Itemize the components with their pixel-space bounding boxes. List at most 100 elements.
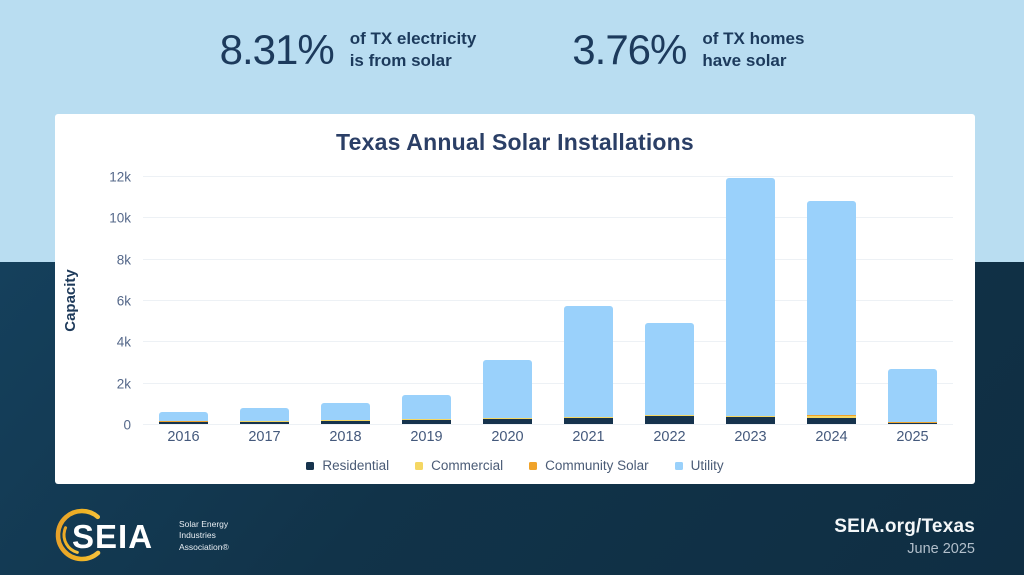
- bar-slot-2018: [305, 176, 386, 424]
- segment-2016-residential: [159, 421, 208, 424]
- segment-2024-utility: [807, 200, 856, 416]
- bar-2019: [402, 395, 451, 424]
- y-tick-6k: 6k: [116, 293, 131, 309]
- seia-logo-mark: SEIA: [55, 506, 171, 566]
- stat-electricity-label: of TX electricity is from solar: [349, 28, 477, 70]
- seia-logo-arc-icon: [55, 508, 109, 562]
- x-axis-labels: 2016 2017 2018 2019 2020 2021 2022 2023 2024 2025: [143, 429, 953, 445]
- y-tick-0: 0: [123, 417, 131, 433]
- bar-2022: [645, 322, 694, 424]
- y-tick-4k: 4k: [116, 334, 131, 350]
- segment-2021-residential: [564, 418, 613, 424]
- chart-title: Texas Annual Solar Installations: [336, 129, 694, 155]
- x-tick-2019: 2019: [410, 429, 443, 445]
- x-tick-2023: 2023: [734, 429, 767, 445]
- footer-site-link[interactable]: SEIA.org/Texas: [834, 515, 975, 537]
- bar-slot-2025: [872, 176, 953, 424]
- segment-2020-residential: [483, 418, 532, 424]
- segment-2020-commercial: [483, 418, 532, 419]
- legend-swatch-icon: [415, 461, 424, 470]
- bar-slot-2020: [467, 176, 548, 424]
- chart-card: Texas Annual Solar Installations Capacit…: [55, 114, 975, 484]
- segment-2021-utility: [564, 306, 613, 418]
- segment-2025-residential: [888, 422, 937, 424]
- gridline-12k: 12k: [109, 170, 953, 185]
- legend-swatch-icon: [306, 461, 315, 470]
- y-axis-label: Capacity: [61, 268, 79, 332]
- x-tick-2017: 2017: [248, 429, 281, 445]
- seia-logo-subtext: Solar Energy Industries Association®: [179, 519, 229, 552]
- footer: SEIA Solar Energy Industries Association…: [55, 505, 975, 567]
- footer-right: SEIA.org/Texas June 2025: [834, 516, 975, 557]
- y-tick-10k: 10k: [109, 210, 131, 226]
- segment-2021-commercial: [564, 417, 613, 419]
- bar-2020: [483, 359, 532, 424]
- segment-2020-utility: [483, 359, 532, 419]
- gridline-8k: 8k: [117, 252, 953, 267]
- gridline-4k: 4k: [117, 335, 953, 350]
- y-tick-12k: 12k: [109, 169, 131, 185]
- legend-item-commercial: Commercial: [415, 458, 503, 473]
- stat-electricity-value: 8.31%: [219, 26, 335, 73]
- x-tick-2025: 2025: [896, 429, 929, 445]
- x-tick-2020: 2020: [491, 429, 524, 445]
- segment-2023-residential: [726, 417, 775, 424]
- segment-2016-utility: [159, 411, 208, 422]
- x-tick-2016: 2016: [167, 429, 200, 445]
- segment-2018-residential: [321, 420, 370, 424]
- stat-electricity: 8.31% of TX electricity is from solar: [220, 26, 477, 74]
- x-tick-2024: 2024: [815, 429, 848, 445]
- legend-label: Residential: [322, 458, 390, 473]
- gridline-0: 0: [123, 418, 953, 433]
- legend-label: Commercial: [431, 458, 504, 473]
- bar-slot-2023: [710, 176, 791, 424]
- segment-2022-commercial: [645, 414, 694, 416]
- bar-2018: [321, 403, 370, 424]
- chart-legend: Residential Commercial Community Solar Util…: [55, 458, 975, 473]
- seia-logo: SEIA Solar Energy Industries Association…: [55, 506, 229, 566]
- legend-label: Utility: [690, 458, 724, 473]
- segment-2019-residential: [402, 419, 451, 424]
- bar-2021: [564, 306, 613, 424]
- legend-item-residential: Residential: [306, 458, 389, 473]
- legend-item-utility: Utility: [674, 458, 724, 473]
- stat-homes: 3.76% of TX homes have solar: [572, 26, 804, 74]
- segment-2018-utility: [321, 403, 370, 420]
- bar-slot-2022: [629, 176, 710, 424]
- segment-2017-residential: [240, 421, 289, 424]
- gridline-2k: 2k: [117, 376, 953, 391]
- legend-label: Community Solar: [545, 458, 649, 473]
- bar-slot-2024: [791, 176, 872, 424]
- plot-area: Capacity 0 2k 4k 6k 8k 10k 12k: [62, 170, 953, 433]
- segment-2017-commercial: [240, 421, 289, 422]
- bar-2024: [807, 200, 856, 424]
- segment-2019-commercial: [402, 419, 451, 420]
- segment-2022-residential: [645, 415, 694, 424]
- bar-2016: [159, 411, 208, 424]
- segment-2017-utility: [240, 407, 289, 422]
- segment-2022-utility: [645, 322, 694, 415]
- x-tick-2018: 2018: [329, 429, 362, 445]
- gridline-10k: 10k: [109, 211, 953, 226]
- y-tick-2k: 2k: [116, 376, 131, 392]
- bar-slot-2016: [143, 176, 224, 424]
- bar-slot-2021: [548, 176, 629, 424]
- bars-container: [143, 176, 953, 424]
- stat-homes-value: 3.76%: [572, 26, 687, 73]
- segment-2023-utility: [726, 178, 775, 416]
- x-tick-2021: 2021: [572, 429, 605, 445]
- bar-2017: [240, 407, 289, 424]
- footer-date: June 2025: [907, 540, 975, 557]
- segment-2019-utility: [402, 395, 451, 420]
- segment-2024-commercial: [807, 415, 856, 418]
- bar-2025: [888, 369, 937, 424]
- x-tick-2022: 2022: [653, 429, 686, 445]
- seia-logo-text: SEIA: [72, 518, 154, 555]
- segment-2018-commercial: [321, 419, 370, 421]
- segment-2025-utility: [888, 369, 937, 423]
- segment-2023-commercial: [726, 416, 775, 418]
- bar-2023: [726, 178, 775, 424]
- y-tick-8k: 8k: [116, 252, 131, 268]
- stats-row: 8.31% of TX electricity is from solar 3.…: [0, 26, 1024, 74]
